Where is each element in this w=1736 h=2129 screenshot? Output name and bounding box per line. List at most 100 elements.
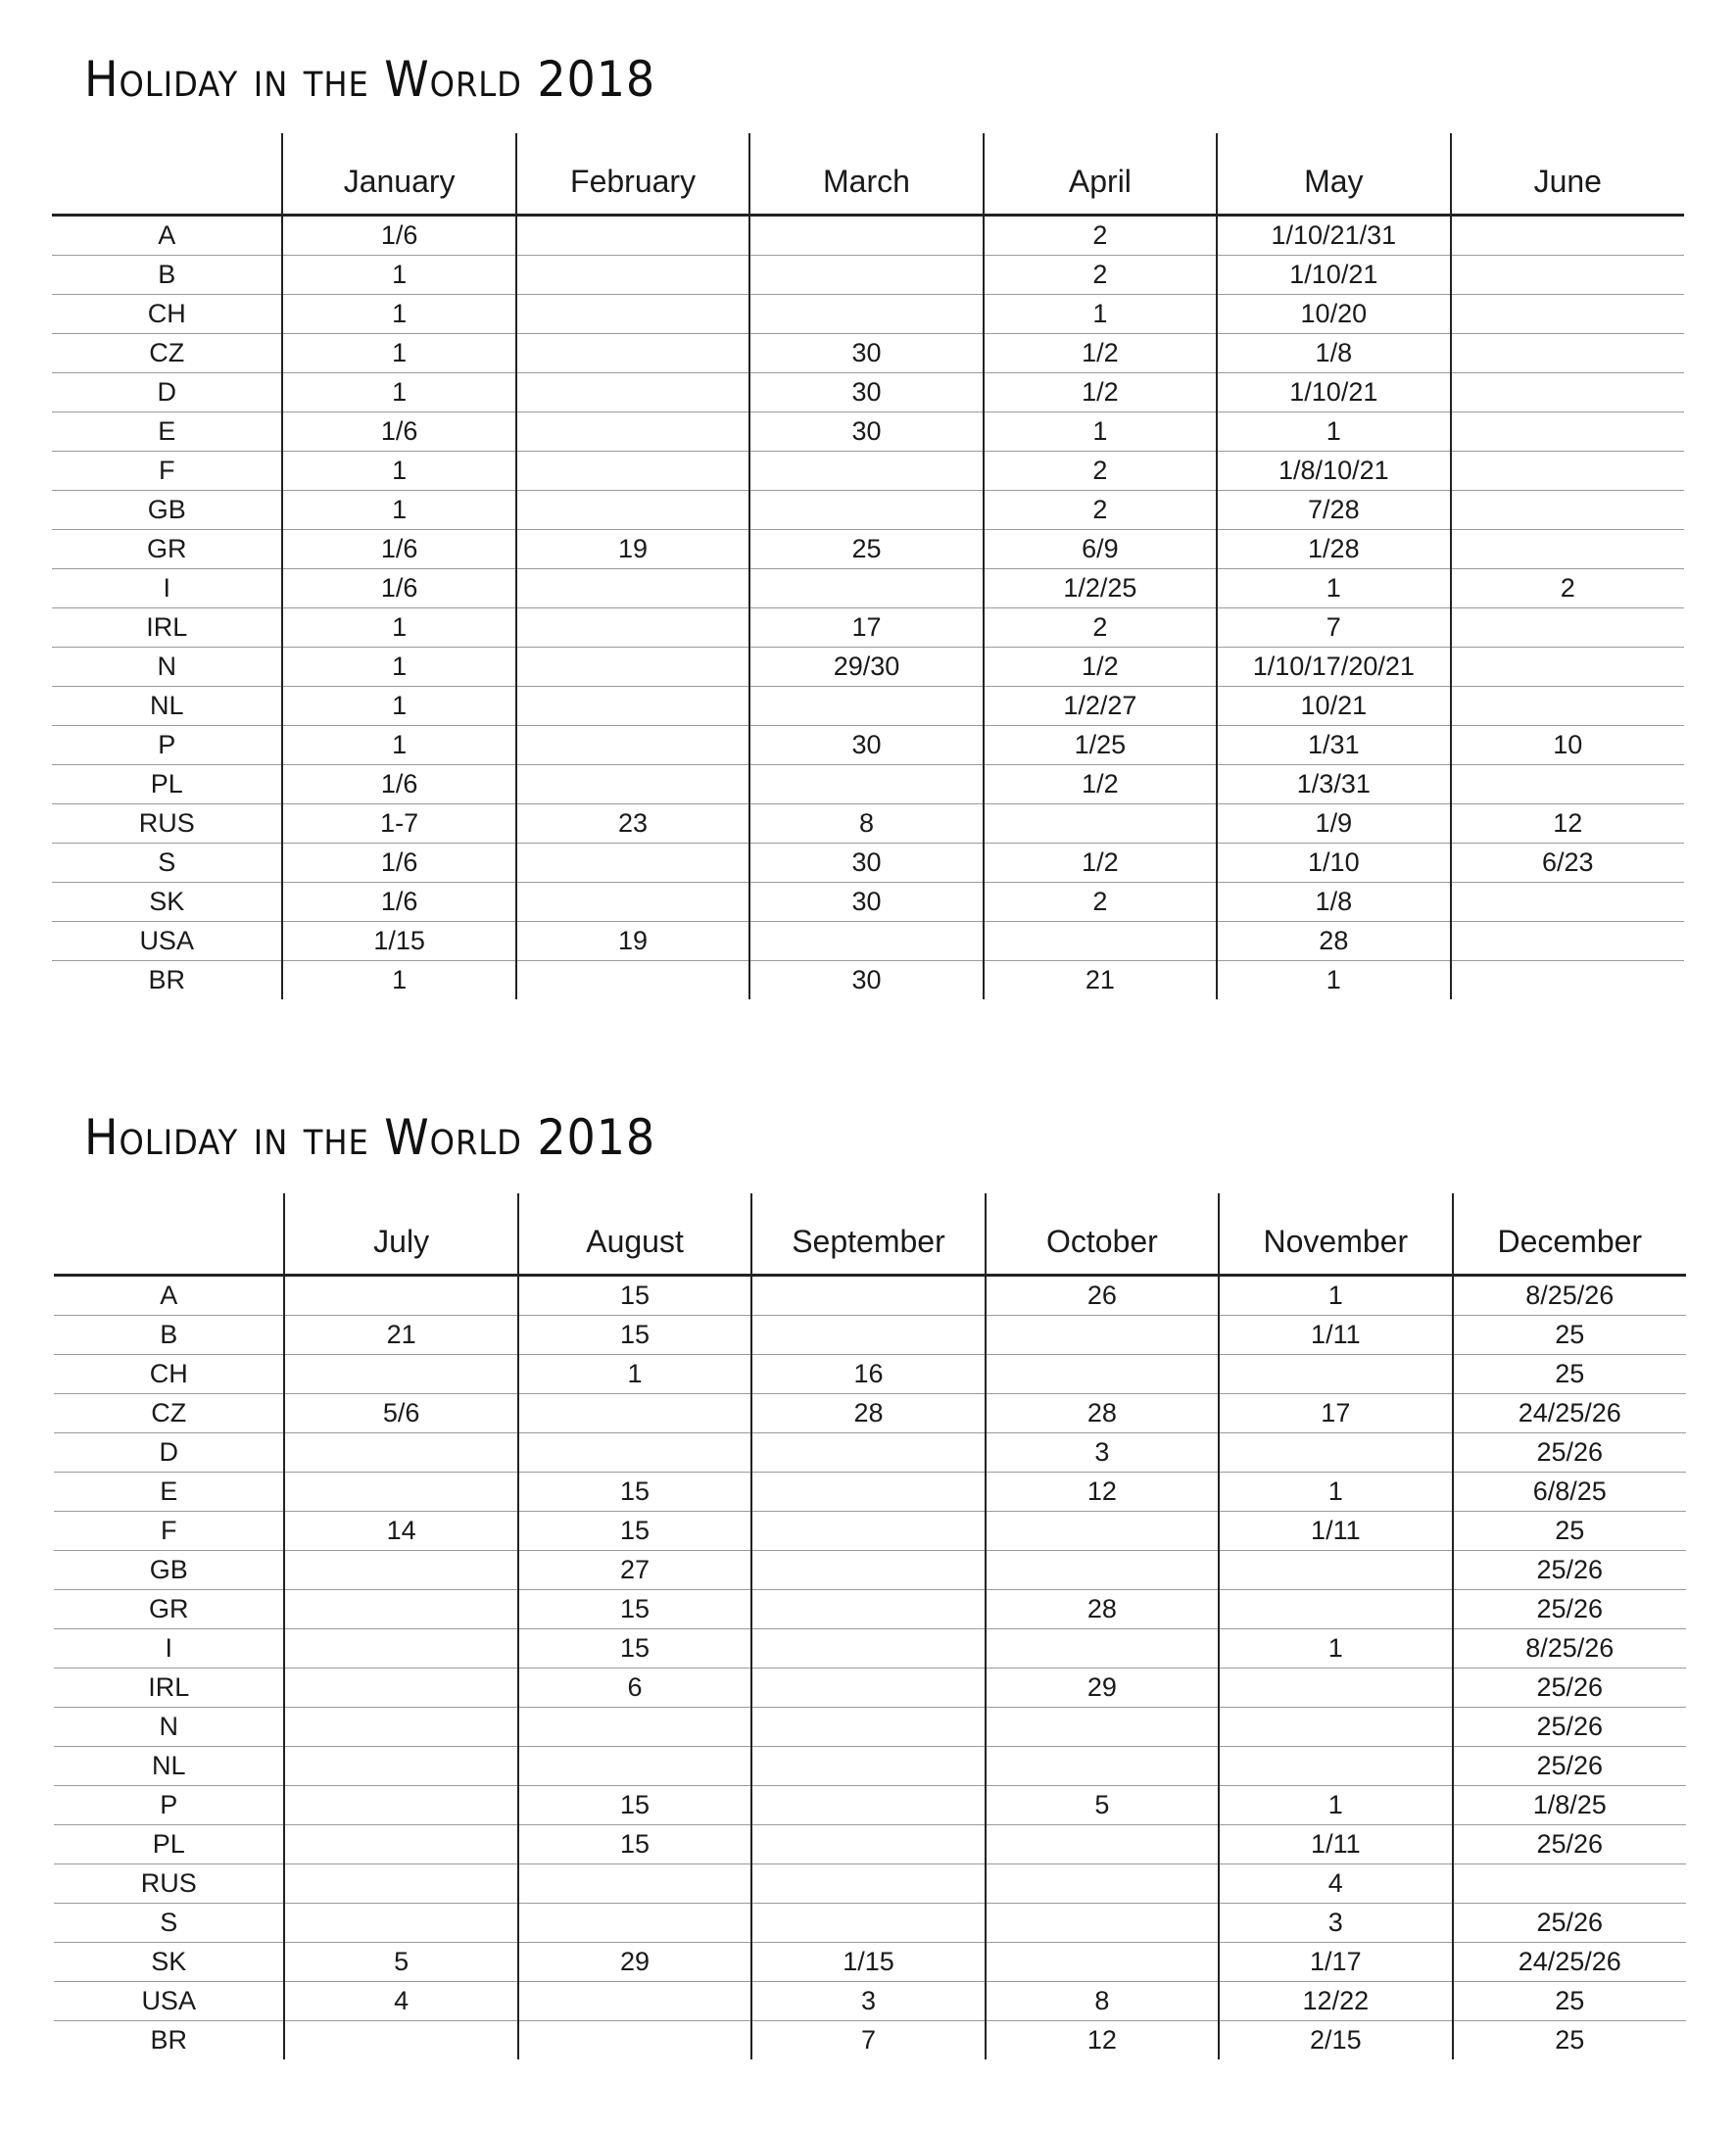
table-row: CZ 5/6 28 28 17 24/25/26 [54,1393,1686,1433]
holiday-dates-cell [514,882,750,922]
holiday-dates-cell: 15 [516,1511,752,1551]
holiday-dates-cell: 6/8/25 [1451,1472,1686,1512]
table-row: PL 1/6 1/2 1/3/31 [52,764,1684,804]
country-code: RUS [54,1863,285,1904]
holiday-dates-cell: 4 [1218,1863,1453,1904]
holiday-dates-cell: 12 [1449,803,1684,844]
table-row: F 14 15 1/11 25 [54,1511,1686,1551]
holiday-dates-cell [748,686,984,726]
holiday-dates-cell: 1 [1216,568,1451,608]
table-row: NL 1 1/2/27 10/21 [52,686,1684,726]
holiday-dates-cell [516,1393,752,1433]
holiday-dates-cell [1449,411,1684,452]
holiday-dates-cell [1449,882,1684,922]
table-row: NL 25/26 [54,1746,1686,1786]
country-code: N [52,647,283,687]
country-code: BR [150,2025,187,2055]
holiday-dates-cell: 15 [516,1315,752,1355]
holiday-dates-cell [750,1903,986,1943]
holiday-dates-cell [750,1315,986,1355]
holiday-dates-cell [750,1628,986,1669]
country-code: GB [54,1550,285,1590]
table-row: P 1 30 1/25 1/31 10 [52,725,1684,765]
holiday-dates-cell [283,1550,518,1590]
table-row: S 1/6 30 1/2 1/10 6/23 [52,843,1684,883]
holiday-dates-cell [514,725,750,765]
holiday-dates-cell: 15 [516,1785,752,1825]
holiday-dates-cell [283,1628,518,1669]
holiday-dates-cell [750,1746,986,1786]
country-code: PL [52,764,283,804]
holiday-dates-cell: 1/6 [281,411,516,452]
holiday-dates-cell [750,1824,986,1864]
table-row: USA 4 3 8 12/22 25 [54,1981,1686,2021]
holiday-dates-cell [750,1668,986,1708]
holiday-dates-cell: 10 [1449,725,1684,765]
holiday-dates-cell: 19 [514,529,750,569]
holiday-dates-cell: 1/11 [1218,1315,1453,1355]
holiday-dates-cell [514,647,750,687]
holiday-dates-cell [984,1707,1220,1747]
holiday-dates-cell: 1 [516,1354,752,1394]
holiday-dates-cell: 1/6 [281,843,516,883]
holiday-dates-cell: 8 [984,1981,1220,2021]
holiday-dates-cell: 24/25/26 [1451,1942,1686,1982]
holiday-dates-cell: 2 [982,255,1218,295]
month-header: March [748,133,984,217]
country-code: IRL [52,607,283,648]
country-code: I [54,1628,285,1669]
holiday-dates-cell [1449,490,1684,530]
holiday-dates-cell [750,1472,986,1512]
holiday-dates-cell: 2 [1449,568,1684,608]
holiday-dates-cell [1449,451,1684,491]
holiday-dates-cell [750,1275,986,1316]
holiday-dates-cell: 12 [984,2020,1220,2059]
holiday-dates-cell: 21 [283,1315,518,1355]
holiday-dates-cell [750,1707,986,1747]
holiday-dates-cell: 1-7 [281,803,516,844]
country-code: USA [54,1981,285,2021]
holiday-dates-cell [283,1863,518,1904]
country-code: I [52,568,283,608]
table-row: IRL 1 17 2 7 [52,607,1684,648]
holiday-dates-cell [516,2020,752,2059]
table-row: D 1 30 1/2 1/10/21 [52,372,1684,412]
holiday-dates-cell: 15 [516,1589,752,1629]
holiday-dates-cell: 1/15 [750,1942,986,1982]
holiday-dates-cell [1218,1746,1453,1786]
holiday-dates-cell: 1/2/25 [982,568,1218,608]
table-row: CH 1 16 25 [54,1354,1686,1394]
holiday-dates-cell: 5 [283,1942,518,1982]
holiday-dates-cell: 3 [984,1432,1220,1473]
holiday-dates-cell [750,1589,986,1629]
country-code: P [52,725,283,765]
holiday-dates-cell: 5 [984,1785,1220,1825]
holiday-dates-cell [1449,921,1684,961]
header-row: July August September October November Decemb… [54,1193,1686,1277]
holiday-dates-cell [514,568,750,608]
holiday-dates-cell: 1 [281,686,516,726]
holiday-dates-cell: 25 [1451,1511,1686,1551]
holiday-dates-cell: 1/8 [1216,882,1451,922]
holiday-dates-cell: 6 [516,1668,752,1708]
month-header: May [1216,133,1451,217]
table-row: E 1/6 30 1 1 [52,411,1684,452]
table-row: USA 1/15 19 28 [52,921,1684,961]
country-code: P [54,1785,285,1825]
holiday-dates-cell: 1/6 [281,529,516,569]
table-row: RUS 4 [54,1863,1686,1904]
holiday-dates-cell: 1 [1216,411,1451,452]
holiday-dates-cell: 1/2 [982,764,1218,804]
holiday-dates-cell [514,607,750,648]
holiday-dates-cell [1449,215,1684,256]
holiday-dates-cell [1449,607,1684,648]
country-code: F [54,1511,285,1551]
table-row: IRL 6 29 25/26 [54,1668,1686,1708]
holiday-dates-cell: 1/10 [1216,843,1451,883]
holiday-dates-cell: 25/26 [1451,1550,1686,1590]
holiday-dates-cell: 6/23 [1449,843,1684,883]
table-title: Holiday in the World 2018 [84,1109,656,1166]
holiday-dates-cell: 1 [281,647,516,687]
holiday-dates-cell: 15 [516,1824,752,1864]
holiday-dates-cell [750,1785,986,1825]
